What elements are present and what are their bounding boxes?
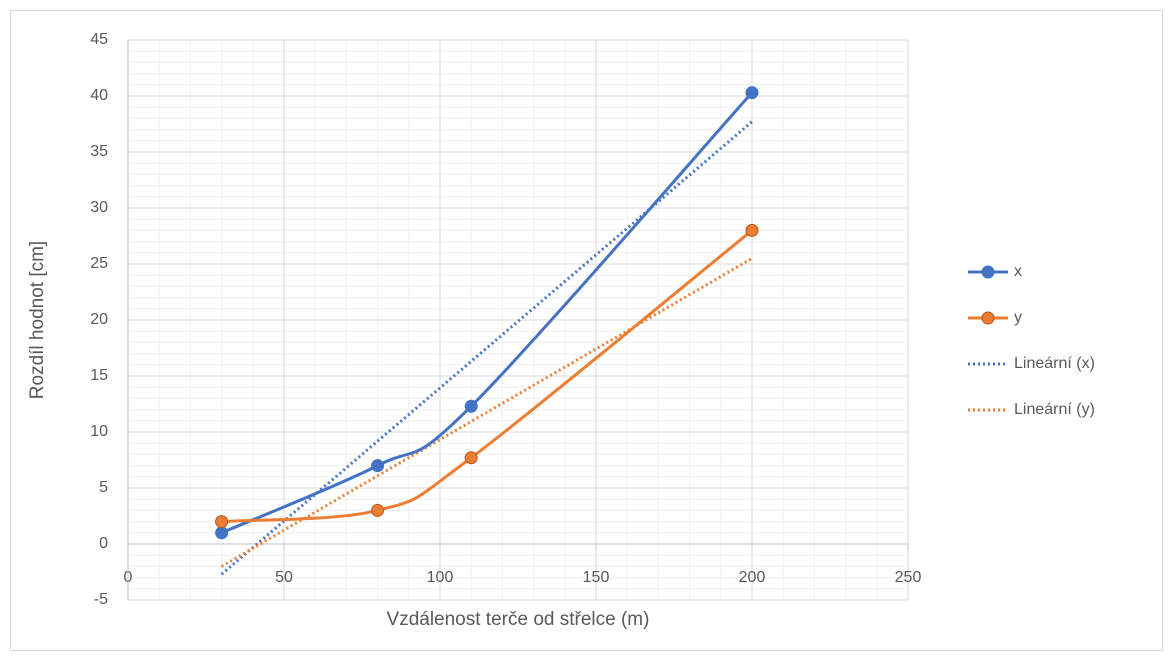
series-line [221,229,753,524]
marker [464,451,478,465]
y-tick-label: 20 [90,311,108,328]
marker [745,223,759,237]
legend-label: y [1014,309,1022,326]
y-tick-label: 15 [90,367,108,384]
chart-border [10,10,1163,651]
x-axis-title: Vzdálenost terče od střelce (m) [387,609,650,630]
y-tick-label: 10 [90,423,108,440]
marker [371,503,385,517]
marker [745,86,759,100]
y-tick-label: 40 [90,87,108,104]
y-axis-title: Rozdíl hodnot [cm] [27,241,48,399]
y-tick-label: 30 [90,199,108,216]
y-tick-label: 5 [99,479,108,496]
y-tick-label: 25 [90,255,108,272]
y-tick-label: -5 [94,591,108,608]
legend-marker [981,265,995,279]
x-tick-label: 250 [895,569,922,586]
y-tick-label: 0 [99,535,108,552]
x-tick-label: 200 [739,569,766,586]
marker [464,399,478,413]
y-tick-label: 45 [90,31,108,48]
marker [215,526,229,540]
legend-label: Lineární (x) [1014,355,1095,372]
marker [215,515,229,529]
trendline [220,120,753,576]
x-tick-label: 100 [427,569,454,586]
series-line [221,91,754,535]
x-tick-label: 50 [275,569,293,586]
marker [371,459,385,473]
legend-marker [981,311,995,325]
legend-label: Lineární (y) [1014,401,1095,418]
legend-label: x [1014,263,1022,280]
x-tick-label: 150 [583,569,610,586]
y-tick-label: 35 [90,143,108,160]
trendline [220,257,753,568]
